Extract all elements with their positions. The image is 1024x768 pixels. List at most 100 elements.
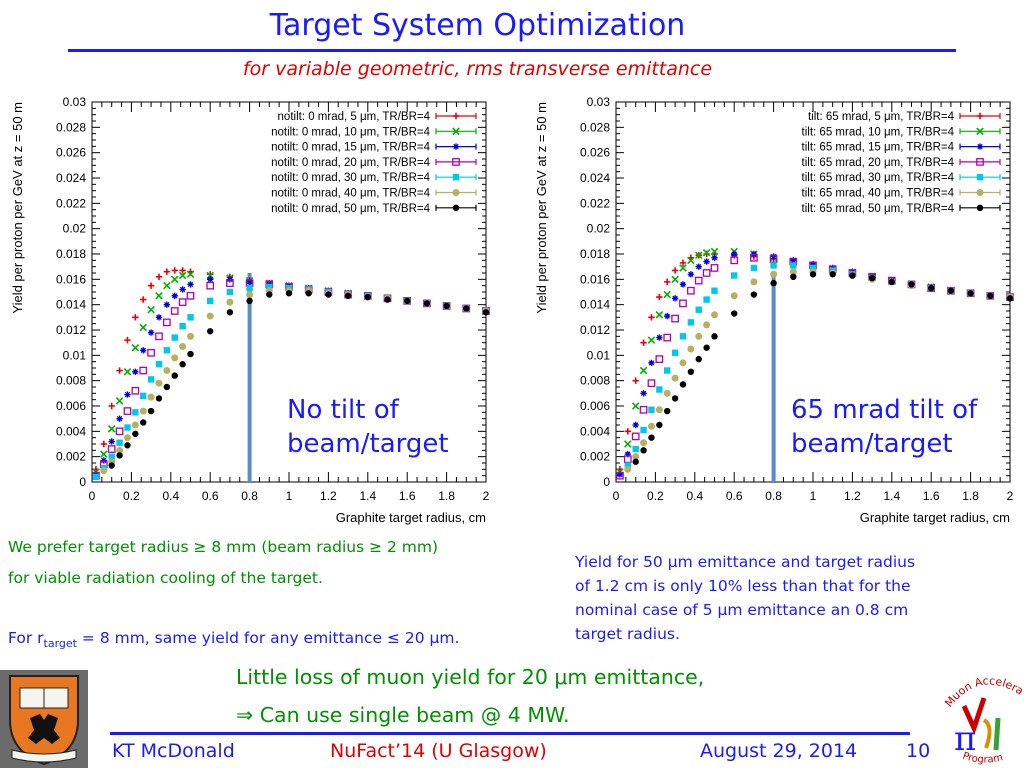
data-point: [170, 275, 179, 284]
data-point: [131, 343, 140, 352]
data-point: [124, 424, 131, 431]
y-tick-label: 0.024: [56, 171, 86, 185]
data-point: [656, 334, 663, 341]
data-point: [679, 333, 687, 340]
data-point: [305, 290, 312, 297]
data-point: [147, 407, 155, 415]
x-tick-label: 1.6: [399, 489, 416, 503]
data-point: [631, 402, 640, 410]
x-tick-label: 1.4: [883, 489, 900, 503]
data-point: [155, 379, 163, 387]
data-point: [616, 471, 624, 480]
data-point: [207, 297, 214, 305]
data-point: [664, 367, 671, 374]
data-point: [108, 402, 115, 410]
legend-marker: [452, 112, 460, 120]
data-point: [187, 332, 194, 340]
data-point: [266, 283, 273, 291]
legend-entry-label: notilt: 0 mrad, 50 μm, TR/BR=4: [271, 203, 430, 215]
data-point: [624, 450, 632, 458]
chart-no-tilt-svg: 0 0.002 0.004 0.006 0.008 0.01 0.012 0.014 0.016…: [10, 95, 490, 525]
data-point: [463, 305, 470, 312]
data-point: [640, 439, 648, 447]
data-point: [187, 281, 194, 288]
legend-entry-label: notilt: 0 mrad, 30 μm, TR/BR=4: [271, 172, 430, 184]
data-point: [115, 427, 124, 436]
data-point: [789, 268, 797, 276]
legend-entry-label: tilt: 65 mrad, 50 μm, TR/BR=4: [802, 203, 955, 215]
footer-page-number: 10: [906, 740, 931, 762]
data-point: [687, 319, 695, 326]
data-point: [679, 259, 687, 267]
yield-line-4: target radius.: [575, 625, 680, 643]
x-tick-label: 0.2: [123, 489, 140, 503]
map-logo-bottom-text: Program: [961, 751, 1004, 766]
annotation-no-tilt-line2: beam/target: [287, 429, 449, 459]
slide-title: Target System Optimization: [269, 8, 686, 43]
data-point: [679, 299, 687, 308]
data-point: [671, 295, 679, 302]
data-point: [631, 432, 640, 441]
data-point: [687, 271, 695, 278]
data-point: [116, 446, 124, 454]
data-point: [648, 434, 655, 441]
data-point: [868, 274, 876, 282]
data-point: [163, 367, 171, 375]
x-tick-label: 1: [810, 489, 817, 503]
data-point: [124, 442, 131, 449]
x-tick-label: 0.8: [241, 489, 258, 503]
legend-marker: [976, 112, 984, 120]
data-point: [100, 440, 108, 448]
data-point: [132, 430, 139, 438]
data-point: [140, 392, 147, 400]
data-point: [731, 310, 738, 317]
data-point: [656, 293, 663, 301]
y-tick-label: 0.024: [580, 171, 610, 185]
data-point: [770, 253, 777, 260]
data-point: [139, 323, 147, 332]
annotation-no-tilt: No tilt of beam/target: [287, 393, 449, 461]
data-point: [124, 391, 131, 398]
data-point: [246, 291, 254, 299]
data-point: [163, 383, 171, 391]
legend-entry-label: notilt: 0 mrad, 20 μm, TR/BR=4: [271, 157, 430, 169]
y-tick-label: 0.004: [56, 424, 86, 438]
data-point: [967, 290, 974, 297]
x-tick-label: 2: [1007, 489, 1014, 503]
data-point: [147, 348, 155, 357]
legend-marker: [976, 204, 984, 211]
legend-marker: [452, 127, 460, 136]
x-tick-label: 2: [483, 489, 490, 503]
data-point: [750, 253, 758, 262]
y-tick-label: 0.03: [63, 95, 87, 109]
data-point: [163, 268, 171, 275]
x-axis-label: Graphite target radius, cm: [860, 510, 1010, 525]
data-point: [679, 264, 687, 272]
svg-text:Program: Program: [961, 751, 1004, 766]
data-point: [132, 368, 139, 375]
legend-entry-label: notilt: 0 mrad, 40 μm, TR/BR=4: [271, 188, 430, 200]
data-point: [108, 438, 115, 445]
data-point: [671, 395, 679, 402]
muon-accelerator-program-logo: Muon Accelerator π Program: [933, 658, 1024, 768]
y-tick-label: 0.014: [580, 298, 610, 312]
data-point: [710, 264, 719, 272]
data-point: [790, 257, 797, 264]
data-point: [671, 275, 679, 284]
legend-entry-label: notilt: 0 mrad, 15 μm, TR/BR=4: [271, 142, 430, 154]
data-point: [206, 312, 214, 320]
title-rule: [68, 49, 956, 52]
data-point: [694, 276, 703, 285]
data-point: [1006, 295, 1014, 302]
slide-subtitle: for variable geometric, rms transverse e…: [242, 58, 713, 80]
data-point: [139, 407, 147, 415]
y-tick-label: 0.016: [56, 272, 86, 286]
data-point: [179, 361, 186, 368]
y-tick-label: 0.026: [56, 146, 86, 160]
data-point: [155, 361, 163, 368]
y-tick-label: 0.002: [56, 450, 86, 464]
data-point: [849, 272, 856, 279]
data-point: [829, 271, 836, 278]
data-point: [702, 248, 711, 257]
data-point: [344, 292, 352, 299]
